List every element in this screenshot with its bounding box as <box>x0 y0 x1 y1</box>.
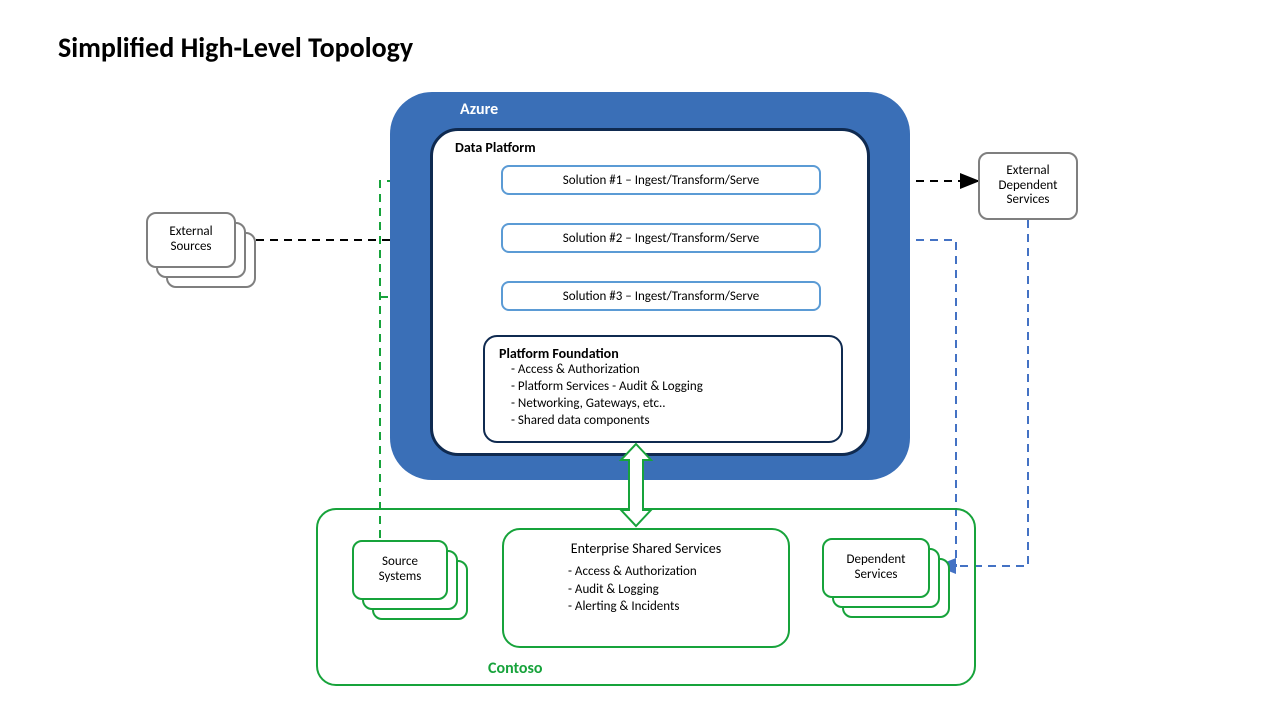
data-platform-box: Data Platform Solution #1 – Ingest/Trans… <box>430 128 870 456</box>
dependent-services-label: Dependent Services <box>822 538 930 598</box>
solution-3: Solution #3 – Ingest/Transform/Serve <box>501 281 821 311</box>
page-title: Simplified High-Level Topology <box>58 30 413 65</box>
contoso-container: Contoso Source Systems Enterprise Shared… <box>316 508 976 686</box>
shared-services-item: Audit & Logging <box>568 581 772 599</box>
data-platform-label: Data Platform <box>455 139 536 156</box>
solution-2: Solution #2 – Ingest/Transform/Serve <box>501 223 821 253</box>
foundation-item: Access & Authorization <box>511 362 827 379</box>
shared-services-item: Alerting & Incidents <box>568 598 772 616</box>
foundation-item: Shared data components <box>511 413 827 430</box>
platform-foundation-title: Platform Foundation <box>499 345 827 362</box>
dependent-services-stack: Dependent Services <box>822 538 950 618</box>
external-dependent-services: External Dependent Services <box>978 152 1078 220</box>
platform-foundation-list: Access & Authorization Platform Services… <box>499 362 827 430</box>
external-sources-stack: External Sources <box>146 212 256 288</box>
azure-container: Azure Data Platform Solution #1 – Ingest… <box>390 92 910 480</box>
source-systems-label: Source Systems <box>352 540 448 600</box>
shared-services-list: Access & Authorization Audit & Logging A… <box>520 563 772 616</box>
source-systems-stack: Source Systems <box>352 540 468 620</box>
contoso-label: Contoso <box>488 659 542 678</box>
enterprise-shared-services-box: Enterprise Shared Services Access & Auth… <box>502 528 790 648</box>
foundation-item: Platform Services - Audit & Logging <box>511 379 827 396</box>
platform-foundation-box: Platform Foundation Access & Authorizati… <box>483 335 843 443</box>
solution-1: Solution #1 – Ingest/Transform/Serve <box>501 165 821 195</box>
shared-services-item: Access & Authorization <box>568 563 772 581</box>
external-sources-label: External Sources <box>146 212 236 268</box>
shared-services-title: Enterprise Shared Services <box>520 540 772 557</box>
azure-label: Azure <box>460 100 498 119</box>
foundation-item: Networking, Gateways, etc.. <box>511 396 827 413</box>
